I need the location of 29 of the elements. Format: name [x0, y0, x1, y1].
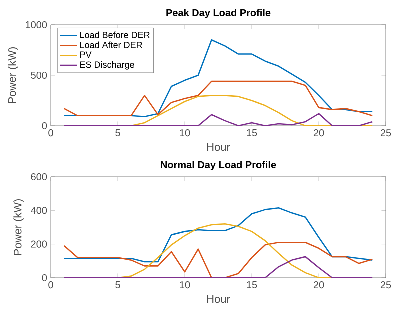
x-tick-label: 5	[116, 282, 120, 288]
x-tick-label: 15	[247, 130, 258, 136]
x-axis-title: Hour	[207, 143, 230, 152]
y-tick-label: 0	[42, 274, 48, 282]
y-tick-label: 1000	[26, 21, 48, 29]
x-tick-label: 15	[247, 282, 258, 288]
x-tick-label: 0	[48, 130, 54, 137]
chart-title: Peak Day Load Profile	[166, 9, 271, 18]
y-tick-label: 200	[31, 240, 48, 248]
y-tick-label: 600	[31, 173, 48, 181]
y-axis-title: Power (kW)	[8, 47, 18, 104]
legend-label: Load After DER	[80, 42, 142, 48]
legend-label: PV	[80, 52, 92, 58]
chart-title: Normal Day Load Profile	[161, 161, 276, 170]
x-tick-label: 20	[314, 282, 324, 289]
x-tick-label: 25	[380, 282, 392, 289]
y-axis-title: Power (kW)	[14, 199, 24, 256]
x-tick-label: 5	[116, 130, 120, 136]
x-tick-label: 20	[314, 130, 324, 137]
x-tick-label: 10	[180, 282, 190, 289]
y-tick-label: 500	[31, 72, 48, 80]
legend-label: Load Before DER	[80, 32, 150, 38]
x-tick-label: 10	[180, 130, 190, 137]
x-tick-label: 25	[380, 130, 392, 137]
x-tick-label: 0	[48, 282, 54, 289]
x-axis-title: Hour	[207, 295, 230, 304]
legend-label: ES Discharge	[80, 61, 134, 70]
y-tick-label: 0	[42, 122, 48, 130]
y-tick-label: 400	[31, 207, 48, 214]
